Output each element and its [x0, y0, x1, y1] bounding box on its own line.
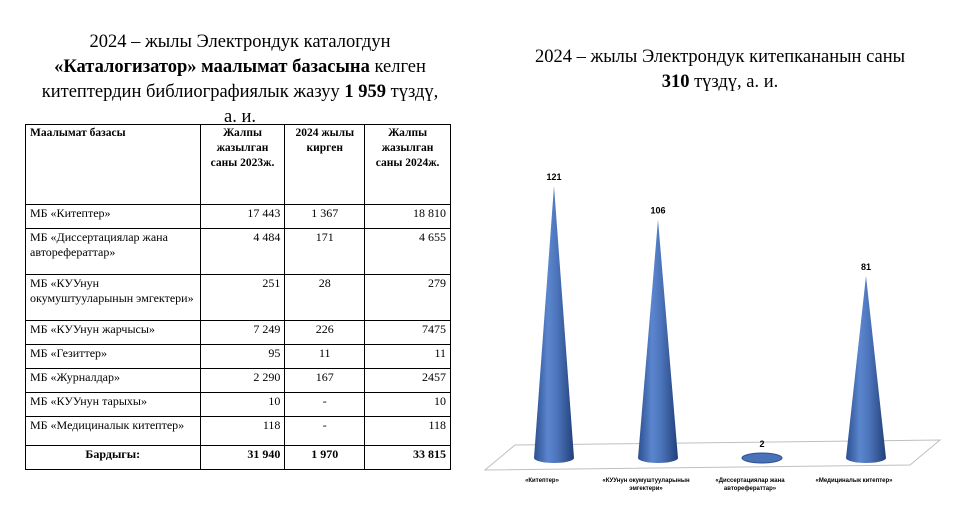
value-2024-in-cell: 11: [284, 344, 366, 369]
total-2023-cell: 31 940: [199, 445, 286, 470]
left-title-line3-pre: китептердин библиографиялык жазуу: [41, 82, 345, 102]
cone-shape: [638, 219, 678, 463]
value-2024-total-cell: 10: [364, 392, 451, 417]
cone-shape: [846, 275, 886, 463]
db-name-cell: МБ «КУУнун тарыхы»: [25, 392, 201, 417]
table-body: МБ «Китептер» 17 443 1 367 18 810 МБ «Диссер…: [25, 204, 451, 470]
value-2023-cell: 2 290: [199, 368, 286, 393]
table-row: МБ «Китептер» 17 443 1 367 18 810: [25, 204, 451, 229]
value-2023-cell: 7 249: [199, 320, 286, 345]
cone-base: [741, 452, 783, 464]
db-name-cell: МБ «Медициналык китептер»: [25, 416, 201, 446]
cone-bar: [638, 219, 678, 463]
left-title-db-name: «Каталогизатор» маалымат базасына: [54, 57, 370, 77]
table-row: МБ «КУУнун жарчысы» 7 249 226 7475: [25, 320, 451, 345]
table-header-db: Маалымат базасы: [25, 124, 201, 205]
left-title-line3-post: түздү,: [386, 82, 439, 102]
left-title-line2: «Каталогизатор» маалымат базасына келген: [20, 55, 460, 80]
db-name-cell: МБ «КУУнун жарчысы»: [25, 320, 201, 345]
table-header-row: Маалымат базасы Жалпы жазылган саны 2023…: [25, 124, 451, 205]
value-2024-in-cell: 1 367: [284, 204, 366, 229]
right-title-line1: 2024 – жылы Электрондук китепкананын сан…: [534, 47, 906, 67]
db-name-cell: МБ «Китептер»: [25, 204, 201, 229]
category-label: «Медициналык китептер»: [816, 478, 894, 484]
category-label: «Диссертациялар жана авторефераттар»: [715, 478, 785, 492]
table-total-row: Бардыгы: 31 940 1 970 33 815: [25, 445, 451, 470]
right-title: 2024 – жылы Электрондук китепкананын сан…: [500, 45, 940, 95]
value-2024-total-cell: 7475: [364, 320, 451, 345]
db-name-cell: МБ «Журналдар»: [25, 368, 201, 393]
total-2024-total-cell: 33 815: [364, 445, 451, 470]
category-label: «Китептер»: [525, 478, 560, 484]
value-2024-in-cell: 28: [284, 274, 366, 321]
left-title: 2024 – жылы Электрондук каталогдун «Ката…: [20, 30, 460, 130]
value-2024-total-cell: 2457: [364, 368, 451, 393]
table-row: МБ «КУУнун окумуштууларынын эмгектери» 25…: [25, 274, 451, 321]
left-title-count: 1 959: [344, 82, 387, 102]
cone-bar: [741, 452, 783, 464]
total-2024-in-cell: 1 970: [284, 445, 366, 470]
value-2024-total-cell: 4 655: [364, 228, 451, 275]
table-row: МБ «Медициналык китептер» 118-118: [25, 416, 451, 446]
cone-chart: 121 106 2 81 «Китептер» «КУУнун окумуштуулар…: [483, 172, 942, 492]
value-2023-cell: 10: [199, 392, 286, 417]
left-title-line4: а. и.: [224, 107, 256, 127]
table-row: МБ «Гезиттер» 95 11 11: [25, 344, 451, 369]
cone-bar: [534, 186, 574, 463]
data-label: 81: [861, 262, 871, 272]
table-header-2024-total: Жалпы жазылган саны 2024ж.: [364, 124, 451, 205]
value-2024-total-cell: 118: [364, 416, 451, 446]
left-title-line2-rest: келген: [369, 57, 426, 77]
table-row: МБ «Журналдар» 2 290 167 2457: [25, 368, 451, 393]
table-row: МБ «Диссертациялар жана авторефераттар» 4…: [25, 228, 451, 275]
left-title-line1: 2024 – жылы Электрондук каталогдун: [89, 32, 391, 52]
right-title-line2: 310 түздү, а. и.: [500, 70, 940, 95]
chart-category-labels: «Китептер» «КУУнун окумуштууларынын эмгект…: [525, 478, 893, 492]
value-2024-total-cell: 18 810: [364, 204, 451, 229]
db-name-cell: МБ «КУУнун окумуштууларынын эмгектери»: [25, 274, 201, 321]
value-2023-cell: 118: [199, 416, 286, 446]
value-2024-in-cell: 167: [284, 368, 366, 393]
total-label-cell: Бардыгы:: [25, 445, 201, 470]
data-label: 2: [759, 439, 764, 449]
value-2024-in-cell: 171: [284, 228, 366, 275]
value-2024-in-cell: -: [284, 416, 366, 446]
category-label: «КУУнун окумуштууларынын эмгектери»: [602, 478, 690, 492]
value-2024-total-cell: 279: [364, 274, 451, 321]
table-header-2023: Жалпы жазылган саны 2023ж.: [199, 124, 286, 205]
data-label: 106: [650, 206, 665, 216]
value-2024-total-cell: 11: [364, 344, 451, 369]
chart-floor: [483, 439, 942, 471]
table-header-2024-in: 2024 жылы кирген: [284, 124, 366, 205]
value-2024-in-cell: 226: [284, 320, 366, 345]
left-title-line3: китептердин библиографиялык жазуу 1 959 …: [20, 80, 460, 105]
db-name-cell: МБ «Гезиттер»: [25, 344, 201, 369]
cone-bar: [846, 275, 886, 463]
chart-marks: 121 106 2 81: [534, 172, 886, 464]
right-title-total: 310: [661, 72, 690, 92]
value-2023-cell: 17 443: [199, 204, 286, 229]
value-2024-in-cell: -: [284, 392, 366, 417]
value-2023-cell: 251: [199, 274, 286, 321]
value-2023-cell: 4 484: [199, 228, 286, 275]
right-title-line2-rest: түздү, а. и.: [689, 72, 779, 92]
db-name-cell: МБ «Диссертациялар жана авторефераттар»: [25, 228, 201, 275]
cone-shape: [534, 186, 574, 463]
table-row: МБ «КУУнун тарыхы» 10-10: [25, 392, 451, 417]
data-label: 121: [546, 172, 561, 182]
value-2023-cell: 95: [199, 344, 286, 369]
database-table: Маалымат базасы Жалпы жазылган саны 2023…: [25, 124, 451, 470]
